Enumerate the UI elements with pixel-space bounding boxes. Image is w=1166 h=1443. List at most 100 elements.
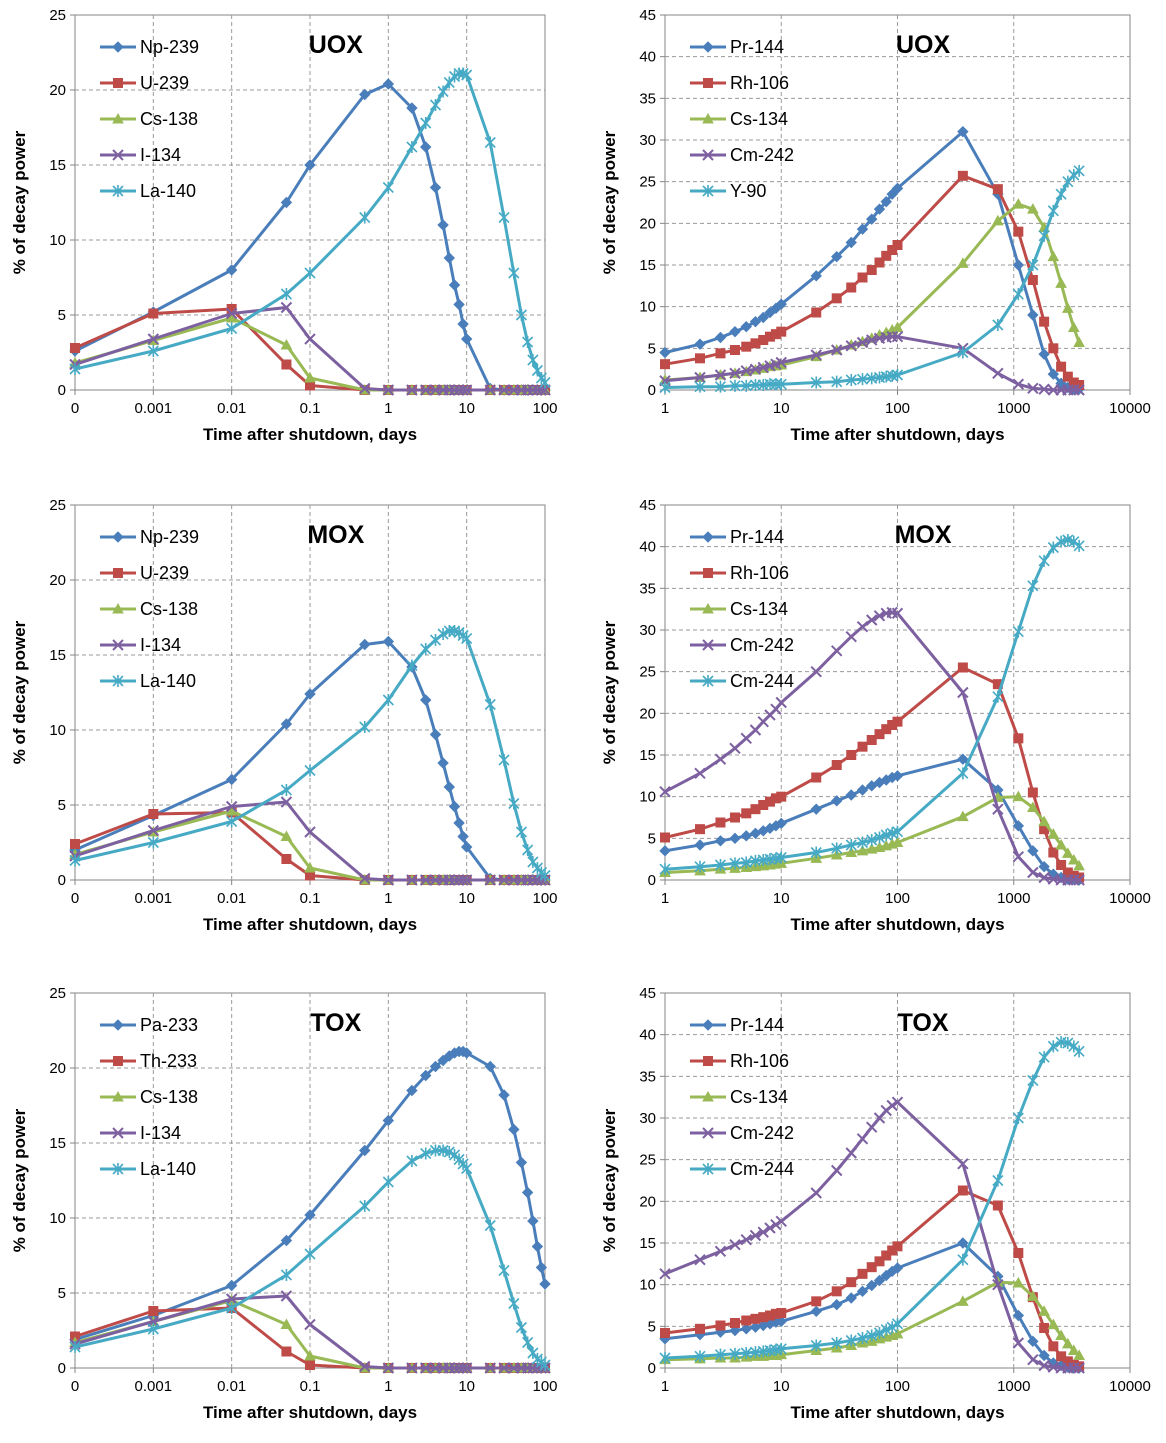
data-point: [1012, 1309, 1025, 1322]
data-point: [866, 834, 878, 846]
y-tick-label: 20: [49, 572, 66, 589]
data-point: [539, 376, 551, 389]
legend-label: Np-239: [140, 37, 199, 57]
data-point: [498, 1362, 510, 1374]
data-point: [729, 1318, 740, 1328]
data-point: [406, 874, 418, 886]
x-tick-label: 0.1: [300, 400, 321, 417]
x-tick-label: 0.1: [300, 890, 321, 907]
legend-label: I-134: [140, 145, 181, 165]
data-point: [305, 1360, 315, 1370]
y-tick-label: 30: [639, 1110, 656, 1127]
legend-entry: Cs-134: [690, 109, 788, 129]
x-tick-label: 1: [384, 400, 392, 417]
data-point: [714, 331, 727, 344]
data-point: [811, 307, 822, 318]
data-point: [484, 874, 496, 886]
data-point: [112, 531, 124, 543]
data-point: [729, 742, 741, 755]
data-point: [359, 638, 371, 651]
data-point: [1012, 1337, 1025, 1349]
data-point: [420, 1362, 432, 1374]
data-point: [527, 1215, 539, 1227]
data-point: [866, 1279, 878, 1292]
data-point: [508, 1297, 520, 1310]
legend-label: La-140: [140, 181, 196, 201]
data-point: [429, 181, 442, 194]
data-point: [702, 639, 714, 651]
data-point: [775, 378, 787, 391]
data-point: [702, 149, 714, 161]
data-point: [881, 250, 892, 261]
data-point: [845, 374, 857, 386]
legend-entry: Cs-134: [690, 599, 788, 619]
x-tick-label: 100: [532, 400, 557, 417]
data-point: [460, 874, 473, 886]
x-axis-label: Time after shutdown, days: [790, 425, 1004, 444]
y-axis-label: % of decay power: [600, 1108, 619, 1252]
y-tick-label: 10: [639, 299, 656, 316]
data-point: [891, 182, 904, 195]
y-tick-label: 5: [648, 1318, 656, 1335]
data-point: [443, 625, 455, 637]
series-pa-233: [69, 1045, 551, 1346]
data-point: [810, 270, 822, 282]
data-point: [539, 1278, 551, 1290]
data-point: [406, 141, 418, 153]
y-tick-label: 15: [49, 1135, 66, 1152]
legend-entry: Np-239: [100, 527, 199, 547]
data-point: [845, 789, 857, 801]
data-point: [1055, 1329, 1067, 1340]
data-point: [957, 686, 969, 699]
data-point: [225, 311, 238, 323]
data-point: [1038, 383, 1050, 395]
legend-label: Pa-233: [140, 1015, 198, 1035]
data-point: [891, 1096, 904, 1108]
x-tick-label: 1: [661, 1378, 669, 1395]
data-point: [1027, 1290, 1039, 1301]
data-point: [1073, 874, 1085, 886]
data-point: [770, 1218, 782, 1231]
data-point: [280, 1318, 293, 1329]
data-point: [874, 1256, 885, 1267]
data-point: [741, 808, 752, 819]
data-point: [659, 785, 671, 798]
data-point: [775, 696, 787, 709]
series-i-134: [69, 301, 551, 396]
data-point: [1027, 845, 1039, 857]
data-point: [957, 346, 969, 359]
legend-entry: Y-90: [690, 181, 766, 201]
data-point: [873, 831, 886, 844]
data-point: [856, 620, 869, 633]
data-point: [1055, 838, 1067, 850]
data-point: [527, 384, 539, 396]
data-point: [856, 784, 869, 796]
data-point: [810, 665, 822, 678]
data-point: [112, 1090, 124, 1102]
data-point: [1027, 579, 1039, 592]
y-tick-label: 35: [639, 1068, 656, 1085]
data-point: [702, 112, 714, 124]
x-tick-label: 1: [661, 400, 669, 417]
data-point: [757, 311, 769, 324]
legend-label: La-140: [140, 1159, 196, 1179]
data-point: [831, 344, 843, 356]
data-point: [659, 845, 671, 857]
data-point: [1073, 384, 1085, 396]
data-point: [382, 694, 394, 706]
data-point: [304, 333, 316, 345]
chart-1: 0 5 10 15 20 25 0 0.001 0.01 0.1 1 10 100 Time after …: [10, 7, 558, 444]
data-point: [437, 85, 449, 98]
series-la-140: [69, 67, 551, 389]
y-tick-label: 10: [49, 232, 66, 249]
data-point: [810, 846, 822, 859]
data-point: [112, 185, 124, 197]
data-point: [498, 211, 510, 224]
legend-label: Cs-134: [730, 109, 788, 129]
data-point: [856, 1332, 869, 1344]
data-point: [1068, 535, 1080, 548]
x-tick-label: 10: [773, 1378, 790, 1395]
legend-entry: Cs-138: [100, 599, 198, 619]
data-point: [775, 1342, 787, 1355]
y-tick-label: 35: [639, 90, 656, 107]
